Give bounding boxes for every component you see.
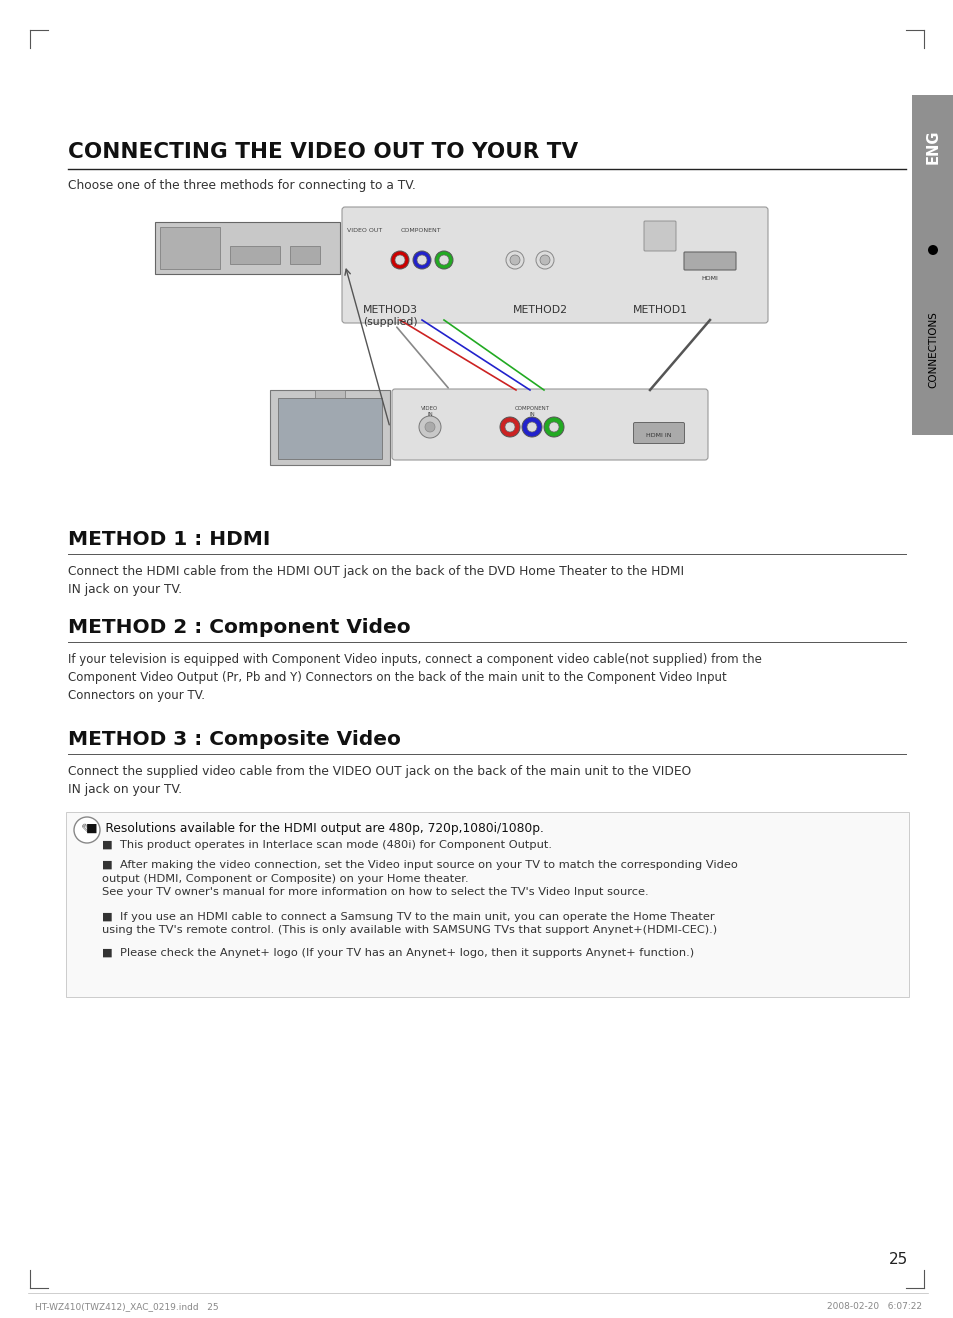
Text: CONNECTING THE VIDEO OUT TO YOUR TV: CONNECTING THE VIDEO OUT TO YOUR TV — [68, 142, 578, 162]
FancyBboxPatch shape — [392, 389, 707, 460]
Circle shape — [548, 422, 558, 432]
Circle shape — [418, 416, 440, 438]
Bar — [270, 390, 390, 465]
Circle shape — [438, 254, 449, 265]
Bar — [277, 398, 381, 459]
Text: HDMI IN: HDMI IN — [645, 434, 671, 438]
Text: METHOD1: METHOD1 — [632, 304, 687, 315]
Circle shape — [927, 245, 937, 254]
FancyBboxPatch shape — [633, 423, 684, 443]
Circle shape — [505, 250, 523, 269]
Text: 2008-02-20   6:07:22: 2008-02-20 6:07:22 — [826, 1302, 921, 1311]
Circle shape — [543, 416, 563, 438]
Circle shape — [526, 422, 537, 432]
Text: ■  If you use an HDMI cable to connect a Samsung TV to the main unit, you can op: ■ If you use an HDMI cable to connect a … — [102, 912, 717, 936]
Text: VIDEO OUT: VIDEO OUT — [347, 228, 382, 233]
Text: ■  Please check the Anynet+ logo (If your TV has an Anynet+ logo, then it suppor: ■ Please check the Anynet+ logo (If your… — [102, 948, 694, 958]
Bar — [160, 227, 220, 269]
Circle shape — [391, 250, 409, 269]
Text: METHOD2: METHOD2 — [512, 304, 567, 315]
Circle shape — [539, 254, 550, 265]
Circle shape — [416, 254, 427, 265]
Bar — [290, 246, 319, 264]
FancyBboxPatch shape — [643, 221, 676, 250]
Text: Choose one of the three methods for connecting to a TV.: Choose one of the three methods for conn… — [68, 179, 416, 192]
Text: METHOD 2 : Component Video: METHOD 2 : Component Video — [68, 618, 410, 637]
Bar — [314, 390, 345, 398]
Text: ■  After making the video connection, set the Video input source on your TV to m: ■ After making the video connection, set… — [102, 861, 737, 898]
Circle shape — [435, 250, 453, 269]
Text: METHOD3
(supplied): METHOD3 (supplied) — [362, 304, 417, 327]
Circle shape — [499, 416, 519, 438]
Text: ■  This product operates in Interlace scan mode (480i) for Component Output.: ■ This product operates in Interlace sca… — [102, 840, 552, 850]
Circle shape — [413, 250, 431, 269]
Text: COMPONENT
IN: COMPONENT IN — [514, 406, 549, 416]
Text: Connect the supplied video cable from the VIDEO OUT jack on the back of the main: Connect the supplied video cable from th… — [68, 764, 691, 796]
Circle shape — [424, 422, 435, 432]
Bar — [230, 246, 280, 264]
Circle shape — [536, 250, 554, 269]
Text: VIDEO
IN: VIDEO IN — [421, 406, 438, 416]
Text: 25: 25 — [888, 1252, 907, 1267]
Text: HT-WZ410(TWZ412)_XAC_0219.indd   25: HT-WZ410(TWZ412)_XAC_0219.indd 25 — [35, 1302, 218, 1311]
Bar — [66, 812, 908, 996]
Text: CONNECTIONS: CONNECTIONS — [927, 311, 937, 389]
Text: ■  Resolutions available for the HDMI output are 480p, 720p,1080i/1080p.: ■ Resolutions available for the HDMI out… — [86, 822, 543, 836]
Circle shape — [510, 254, 519, 265]
FancyBboxPatch shape — [341, 207, 767, 323]
Text: METHOD 3 : Composite Video: METHOD 3 : Composite Video — [68, 730, 400, 749]
Text: Connect the HDMI cable from the HDMI OUT jack on the back of the DVD Home Theate: Connect the HDMI cable from the HDMI OUT… — [68, 565, 683, 597]
Text: COMPONENT: COMPONENT — [400, 228, 441, 233]
Bar — [154, 221, 339, 274]
Circle shape — [74, 817, 100, 844]
Text: HDMI: HDMI — [700, 277, 718, 282]
Text: ENG: ENG — [924, 129, 940, 165]
Circle shape — [521, 416, 541, 438]
Bar — [911, 95, 953, 435]
FancyBboxPatch shape — [683, 252, 735, 270]
Circle shape — [395, 254, 405, 265]
Circle shape — [504, 422, 515, 432]
Text: ✎: ✎ — [81, 822, 92, 837]
Text: METHOD 1 : HDMI: METHOD 1 : HDMI — [68, 530, 270, 550]
Text: If your television is equipped with Component Video inputs, connect a component : If your television is equipped with Comp… — [68, 652, 761, 702]
